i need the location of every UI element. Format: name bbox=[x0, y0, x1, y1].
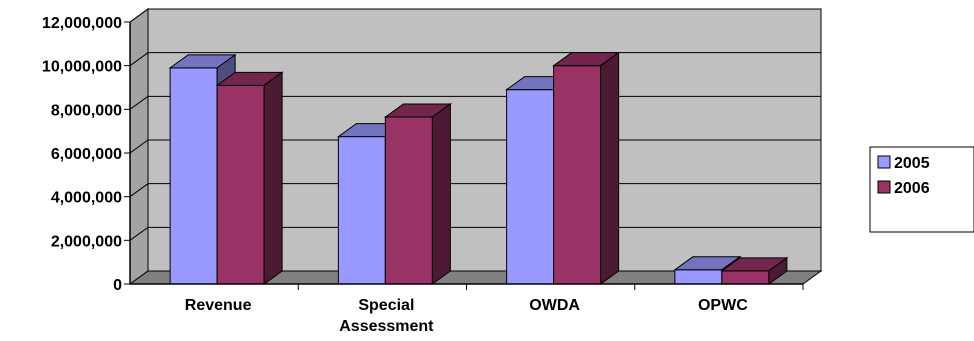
gridline bbox=[129, 8, 821, 23]
x-category-label: OPWC bbox=[698, 297, 748, 314]
y-tick-label: 12,000,000 bbox=[42, 15, 122, 32]
y-tick-label: 0 bbox=[113, 277, 122, 294]
legend-swatch-2006 bbox=[877, 180, 891, 194]
y-axis-tick-labels: 0 2,000,000 4,000,000 6,000,000 8,000,000 10,… bbox=[42, 15, 122, 294]
bar-2006-1 bbox=[383, 102, 452, 285]
bars bbox=[168, 51, 789, 285]
x-category-label: Revenue bbox=[185, 297, 252, 314]
y-tick-label: 10,000,000 bbox=[42, 59, 122, 76]
x-axis-category-labels: Revenue Special Assessment OWDA OPWC bbox=[185, 297, 748, 335]
bar-side bbox=[431, 102, 451, 285]
bar-front bbox=[721, 270, 770, 285]
bar-2006-2 bbox=[552, 51, 621, 285]
x-category-label: Special Assessment bbox=[339, 297, 434, 335]
bar-front bbox=[384, 116, 433, 285]
y-tick-label: 8,000,000 bbox=[51, 102, 122, 119]
bar-front bbox=[216, 84, 265, 285]
bar-front bbox=[337, 136, 386, 285]
bar-front bbox=[674, 269, 723, 285]
bar-front bbox=[169, 67, 218, 285]
bar-2006-0 bbox=[215, 71, 284, 285]
legend: 2005 2006 bbox=[869, 146, 974, 233]
bar-side bbox=[768, 256, 788, 285]
y-tick-label: 2,000,000 bbox=[51, 233, 122, 250]
legend-label-2005: 2005 bbox=[894, 155, 930, 172]
bar-2006-3 bbox=[720, 256, 789, 285]
bar-front bbox=[506, 89, 555, 285]
legend-swatch-2005 bbox=[877, 155, 891, 169]
legend-label-2006: 2006 bbox=[894, 180, 930, 197]
bar-front bbox=[553, 65, 602, 285]
bar-side bbox=[263, 71, 283, 285]
x-category-label: OWDA bbox=[529, 297, 580, 314]
axes bbox=[124, 21, 804, 290]
bar-side bbox=[600, 51, 620, 285]
y-tick-label: 4,000,000 bbox=[51, 190, 122, 207]
y-tick-label: 6,000,000 bbox=[51, 146, 122, 163]
